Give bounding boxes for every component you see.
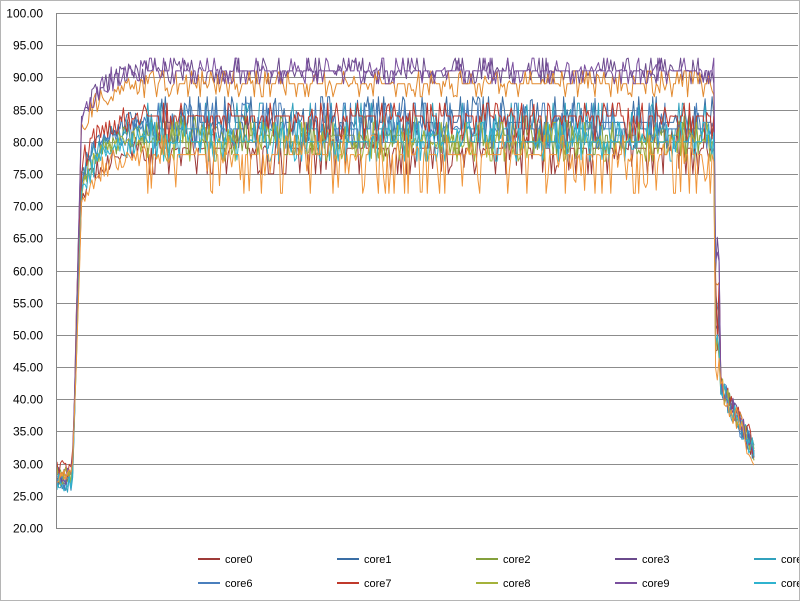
legend: core0core1core2core3core4core5core6core7… [198,554,799,590]
legend-item-core4: core4 [754,554,799,566]
legend-label: core1 [364,554,392,566]
legend-item-core0: core0 [198,554,253,566]
legend-label: core10 [781,578,799,590]
legend-item-core9: core9 [615,578,670,590]
legend-label: core2 [503,554,531,566]
series-line-core11 [56,134,755,483]
y-tick-label: 80.00 [13,136,43,150]
y-tick-label: 90.00 [13,71,43,85]
legend-label: core0 [225,554,253,566]
y-tick-label: 75.00 [13,168,43,182]
legend-label: core7 [364,578,392,590]
y-tick-label: 40.00 [13,393,43,407]
y-axis-ticks: 20.00 25.00 30.00 35.00 40.00 45.00 50.00 55.00… [6,7,43,536]
y-tick-label: 60.00 [13,265,43,279]
series-line-core9 [56,57,755,485]
y-tick-label: 50.00 [13,329,43,343]
series-line-core3 [56,57,755,486]
axes [56,13,798,529]
y-tick-label: 95.00 [13,39,43,53]
legend-item-core7: core7 [337,578,392,590]
y-tick-label: 30.00 [13,458,43,472]
y-tick-label: 100.00 [6,7,43,21]
legend-item-core3: core3 [615,554,670,566]
y-tick-label: 55.00 [13,297,43,311]
series-line-core10 [56,121,755,492]
legend-label: core3 [642,554,670,566]
legend-item-core6: core6 [198,578,253,590]
legend-item-core8: core8 [476,578,531,590]
legend-label: core4 [781,554,799,566]
series-lines [56,57,755,493]
y-tick-label: 25.00 [13,490,43,504]
legend-item-core1: core1 [337,554,392,566]
y-tick-label: 85.00 [13,104,43,118]
legend-label: core8 [503,578,531,590]
legend-label: core6 [225,578,253,590]
legend-label: core9 [642,578,670,590]
y-tick-label: 45.00 [13,361,43,375]
legend-item-core10: core10 [754,578,799,590]
series-line-core5 [56,70,755,480]
y-tick-label: 70.00 [13,200,43,214]
legend-item-core2: core2 [476,554,531,566]
y-tick-label: 20.00 [13,522,43,536]
y-tick-label: 35.00 [13,425,43,439]
y-tick-label: 65.00 [13,232,43,246]
